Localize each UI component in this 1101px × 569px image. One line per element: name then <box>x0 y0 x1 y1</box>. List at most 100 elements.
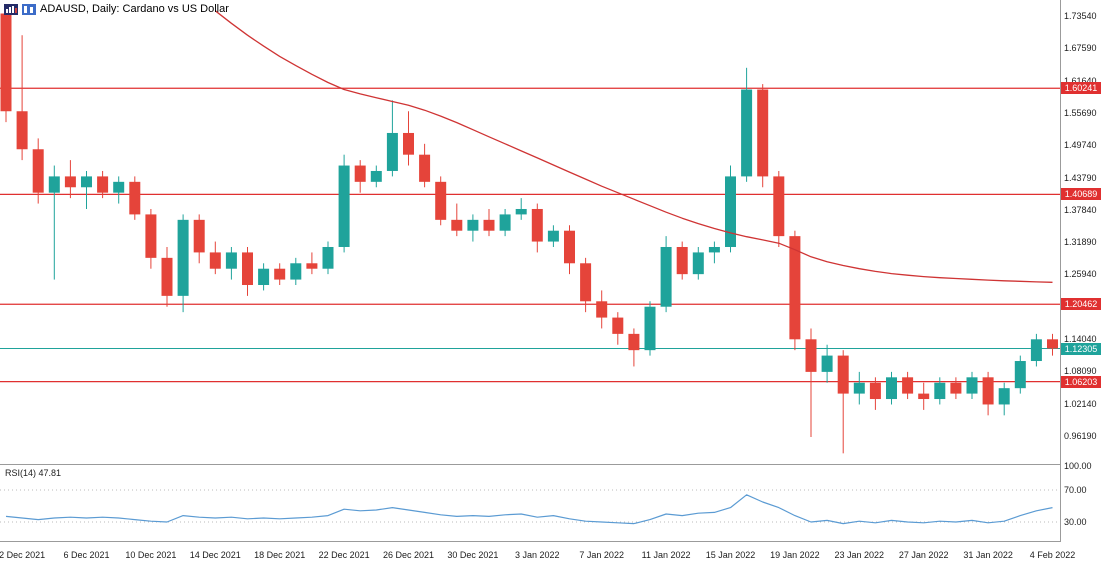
candle-body <box>547 230 559 242</box>
price-tick-label: 1.43790 <box>1064 172 1097 183</box>
candle <box>338 154 350 253</box>
candle <box>97 170 109 199</box>
candle <box>483 208 495 237</box>
candle <box>757 84 769 188</box>
candle-body <box>1047 339 1058 349</box>
candle <box>708 241 720 264</box>
candle <box>934 377 946 405</box>
chart-window-icon[interactable] <box>4 3 18 15</box>
candle-body <box>16 111 28 150</box>
candle <box>129 176 141 220</box>
candle <box>32 138 44 204</box>
candle <box>902 371 914 400</box>
rsi-tick-label: 30.00 <box>1064 517 1087 527</box>
candle-body <box>258 268 270 286</box>
candle-body <box>564 230 575 264</box>
price-axis[interactable]: 1.73540 1.67590 1.61640 1.55690 1.49740 1.437… <box>1060 0 1101 569</box>
candle-body <box>145 214 157 258</box>
chart-title: ADAUSD, Daily: Cardano vs US Dollar <box>40 3 229 15</box>
candle-body <box>757 89 769 177</box>
candle-body <box>692 252 704 275</box>
rsi-tick-label: 70.00 <box>1064 485 1087 495</box>
date-tick-label: 3 Jan 2022 <box>515 550 560 560</box>
date-tick-label: 7 Jan 2022 <box>579 550 624 560</box>
chart-type-icon[interactable] <box>22 3 36 15</box>
candle <box>998 382 1010 416</box>
candle-body <box>853 382 865 394</box>
date-tick-label: 4 Feb 2022 <box>1029 550 1076 560</box>
candle <box>113 176 125 204</box>
date-tick-label: 19 Jan 2022 <box>770 550 820 560</box>
level-price-tag[interactable]: 1.20462 <box>1061 298 1101 311</box>
candle-body <box>982 377 994 405</box>
candle-body <box>338 165 350 247</box>
candle <box>515 198 527 220</box>
candle <box>242 246 253 296</box>
candle <box>322 241 334 275</box>
candle <box>950 377 962 400</box>
date-tick-label: 31 Jan 2022 <box>963 550 1013 560</box>
candle <box>725 165 736 253</box>
candle <box>676 241 688 280</box>
candle <box>966 371 978 400</box>
candle <box>209 241 221 275</box>
candle-body <box>660 246 672 307</box>
candle-body <box>644 306 656 351</box>
time-axis[interactable]: 2 Dec 2021 6 Dec 2021 10 Dec 2021 14 Dec 20… <box>0 542 1101 569</box>
chart-header: ADAUSD, Daily: Cardano vs US Dollar <box>4 3 229 15</box>
candle-body <box>32 149 44 193</box>
rsi-indicator-panel[interactable] <box>0 465 1060 542</box>
candle-body <box>370 170 382 182</box>
candle-body <box>789 236 801 340</box>
candle-body <box>869 382 881 400</box>
candle <box>660 236 672 313</box>
moving-average-line <box>214 10 1053 283</box>
candle-body <box>193 219 205 253</box>
date-tick-label: 15 Jan 2022 <box>705 550 756 560</box>
rsi-tick-label: 100.00 <box>1064 461 1092 471</box>
candle <box>773 170 785 247</box>
candle-body <box>773 176 785 237</box>
candle <box>306 252 318 275</box>
candle <box>48 165 60 280</box>
candle-body <box>97 176 109 193</box>
candle-body <box>242 252 253 286</box>
candle-body <box>998 388 1010 405</box>
date-tick-label: 10 Dec 2021 <box>125 550 177 560</box>
candle-body <box>612 317 624 334</box>
date-tick-label: 27 Jan 2022 <box>898 550 949 560</box>
candle-body <box>580 263 592 302</box>
level-price-tag[interactable]: 1.60241 <box>1061 82 1101 95</box>
candle <box>628 328 640 367</box>
level-price-tag[interactable]: 1.40689 <box>1061 188 1101 201</box>
candle <box>467 214 479 242</box>
candle-body <box>628 333 640 351</box>
candle <box>805 328 817 438</box>
candle <box>869 377 881 410</box>
candle-body <box>64 176 76 188</box>
candle <box>580 257 592 313</box>
candle <box>837 350 849 454</box>
candle-body <box>821 355 833 372</box>
candle <box>982 371 994 416</box>
candle-body <box>467 219 479 231</box>
candle-body <box>918 393 930 400</box>
date-tick-label: 6 Dec 2021 <box>63 550 110 560</box>
candle <box>435 176 447 226</box>
candle-body <box>805 339 817 372</box>
candle <box>789 230 801 351</box>
candle-body <box>741 89 753 177</box>
price-tick-label: 1.61640 <box>1064 75 1097 86</box>
level-price-tag[interactable]: 1.06203 <box>1061 375 1101 388</box>
candle <box>225 246 237 280</box>
candle-body <box>225 252 237 269</box>
date-tick-label: 22 Dec 2021 <box>318 550 370 560</box>
date-tick-label: 26 Dec 2021 <box>382 550 435 560</box>
candle <box>16 35 28 161</box>
candle-body <box>161 257 173 296</box>
main-price-chart[interactable] <box>0 0 1060 465</box>
candle <box>918 382 930 410</box>
candle <box>612 312 624 345</box>
candle-body <box>177 219 189 296</box>
candle-body <box>322 246 334 269</box>
